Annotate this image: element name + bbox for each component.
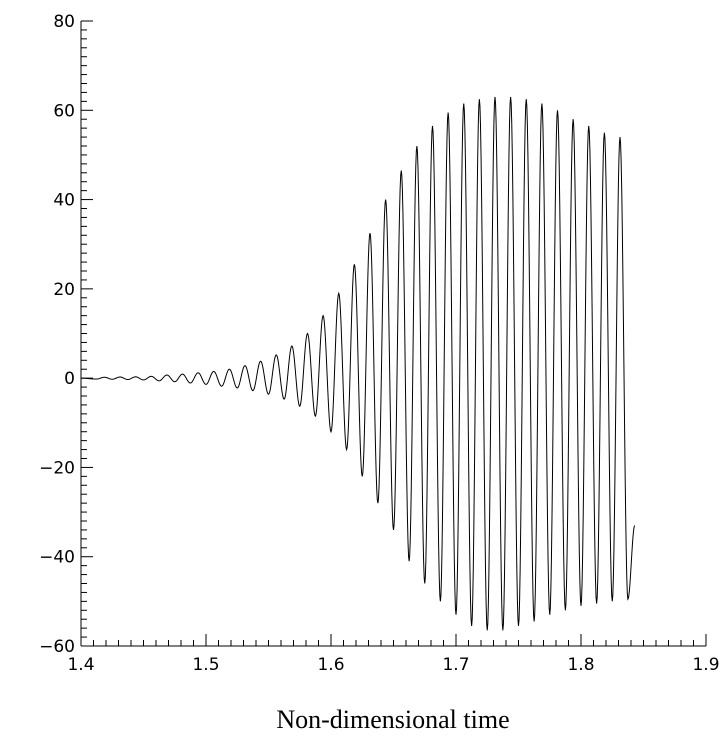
y-tick-label: 40	[53, 191, 75, 211]
y-tick-label: 80	[53, 12, 75, 32]
x-tick-label: 1.4	[67, 655, 94, 675]
x-tick-label: 1.5	[192, 655, 219, 675]
y-tick-label: −60	[39, 637, 75, 657]
x-tick-label: 1.9	[692, 655, 719, 675]
x-axis: 1.4 1.5 1.6 1.7 1.8 1.9	[67, 634, 720, 675]
series-group	[80, 96, 636, 631]
x-tick-label: 1.6	[317, 655, 344, 675]
series-line	[80, 96, 636, 631]
x-axis-title: Non-dimensional time	[276, 705, 509, 734]
y-tick-label: −40	[39, 548, 75, 568]
x-tick-label: 1.8	[567, 655, 594, 675]
y-tick-label: 0	[64, 369, 75, 389]
x-tick-label: 1.7	[442, 655, 469, 675]
y-axis: −60 −40 −20 0 20 40 60 80	[39, 12, 93, 657]
y-tick-label: 60	[53, 101, 75, 121]
y-tick-label: −20	[39, 458, 75, 478]
y-tick-label: 20	[53, 280, 75, 300]
plot-area	[80, 21, 706, 647]
